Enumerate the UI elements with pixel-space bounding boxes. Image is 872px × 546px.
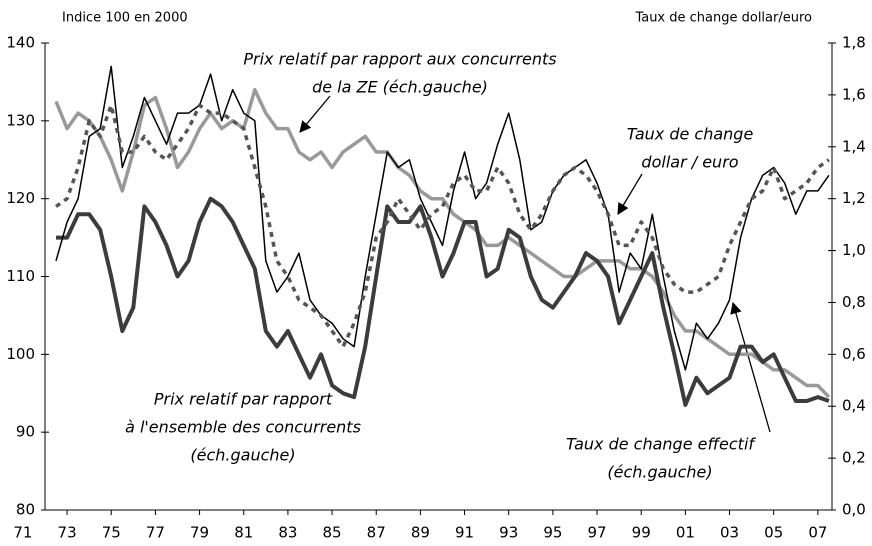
annotation: Taux de change: [627, 125, 754, 144]
y-tick-label: 90: [16, 423, 35, 441]
x-tick-label: 85: [323, 524, 342, 542]
right-axis-title: Taux de change dollar/euro: [634, 11, 812, 26]
y-tick-label: 120: [6, 189, 35, 207]
x-tick-label: 97: [588, 524, 607, 542]
y-tick-label: 100: [6, 345, 35, 363]
y2-tick-label: 0,2: [842, 449, 866, 467]
y2-tick-label: 1,0: [842, 241, 866, 259]
x-tick-label: 99: [632, 524, 651, 542]
y2-tick-label: 0,4: [842, 397, 866, 415]
annotation: Prix relatif par rapport aux concurrents: [243, 50, 556, 69]
y2-tick-label: 0,0: [842, 501, 866, 519]
y2-tick-label: 0,6: [842, 345, 866, 363]
x-tick-label: 05: [764, 524, 783, 542]
y-tick-label: 110: [6, 267, 35, 285]
y2-tick-label: 1,4: [842, 137, 866, 155]
annotation: dollar / euro: [641, 153, 738, 172]
y2-tick-label: 1,6: [842, 85, 866, 103]
x-tick-label: 71: [13, 524, 32, 542]
x-tick-label: 89: [411, 524, 430, 542]
arrow: [730, 301, 771, 433]
annotation: Taux de change effectif: [566, 435, 756, 454]
annotation: (éch.gauche): [190, 446, 295, 465]
x-tick-label: 95: [543, 524, 562, 542]
arrow: [617, 173, 643, 216]
x-tick-label: 87: [367, 524, 386, 542]
y-tick-label: 130: [6, 111, 35, 129]
x-tick-label: 75: [102, 524, 121, 542]
annotation: à l'ensemble des concurrents: [125, 418, 361, 437]
annotation: de la ZE (éch.gauche): [312, 78, 488, 97]
y-tick-label: 140: [6, 34, 35, 52]
y-tick-label: 80: [16, 501, 35, 519]
x-tick-label: 07: [808, 524, 827, 542]
x-tick-label: 79: [190, 524, 209, 542]
x-tick-label: 03: [720, 524, 739, 542]
series-line: [55, 65, 830, 371]
x-tick-label: 81: [234, 524, 253, 542]
arrow: [299, 95, 331, 133]
y2-tick-label: 1,8: [842, 34, 866, 52]
left-axis-title: Indice 100 en 2000: [62, 11, 188, 26]
x-tick-label: 01: [676, 524, 695, 542]
x-tick-label: 73: [58, 524, 77, 542]
annotation: (éch.gauche): [607, 463, 712, 482]
series-line: [54, 87, 831, 399]
series-line: [54, 103, 830, 349]
y2-tick-label: 0,8: [842, 293, 866, 311]
x-tick-label: 77: [146, 524, 165, 542]
series-line: [56, 196, 830, 407]
x-tick-label: 91: [455, 524, 474, 542]
x-tick-label: 93: [499, 524, 518, 542]
annotation: Prix relatif par rapport: [154, 390, 333, 409]
x-tick-label: 83: [278, 524, 297, 542]
y2-tick-label: 1,2: [842, 189, 866, 207]
